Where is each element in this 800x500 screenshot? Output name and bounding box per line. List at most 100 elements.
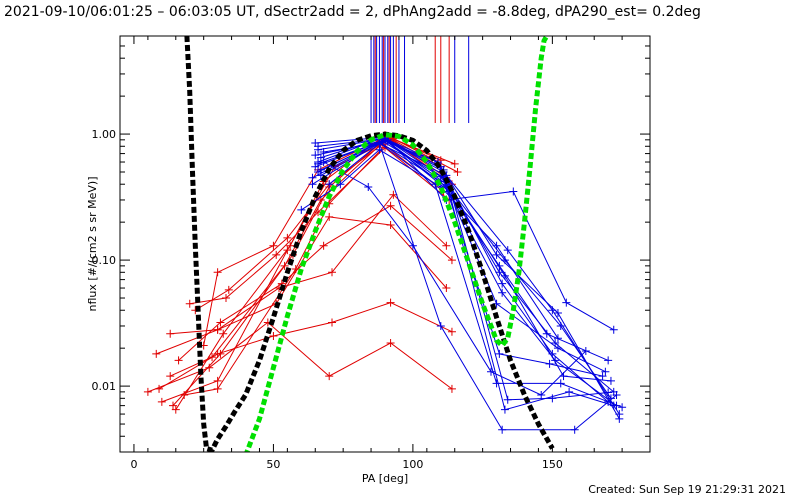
y-tick-label: 1.00 bbox=[92, 128, 117, 141]
red-point bbox=[171, 405, 180, 414]
blue-point bbox=[492, 250, 501, 259]
blue-point bbox=[498, 288, 507, 297]
blue-point bbox=[618, 403, 627, 412]
y-axis-label: nflux [#/(cm2 s sr MeV)] bbox=[86, 177, 99, 312]
x-tick-label: 150 bbox=[542, 458, 563, 471]
red-point bbox=[224, 285, 233, 294]
blue-point bbox=[375, 145, 384, 154]
blue-point bbox=[503, 395, 512, 404]
blue-series bbox=[311, 135, 615, 403]
blue-series-group bbox=[297, 133, 627, 434]
blue-point bbox=[319, 148, 328, 157]
green-model-curve bbox=[244, 36, 549, 452]
blue-point bbox=[297, 205, 306, 214]
red-point bbox=[325, 212, 334, 221]
black-curve-line bbox=[184, 36, 555, 452]
blue-point bbox=[598, 372, 607, 381]
blue-point bbox=[500, 271, 509, 280]
blue-series bbox=[314, 134, 607, 381]
red-point bbox=[442, 241, 451, 250]
top-tick-marks bbox=[370, 36, 470, 123]
red-point bbox=[157, 397, 166, 406]
red-series-line bbox=[170, 216, 447, 335]
blue-point bbox=[606, 376, 615, 385]
blue-point bbox=[314, 142, 323, 151]
red-series-line bbox=[158, 302, 453, 390]
green-curve-line bbox=[244, 36, 549, 452]
red-point bbox=[180, 391, 189, 400]
red-series bbox=[171, 131, 445, 414]
blue-point bbox=[542, 329, 551, 338]
blue-point bbox=[492, 241, 501, 250]
blue-point bbox=[548, 306, 557, 315]
blue-point bbox=[556, 379, 565, 388]
red-point bbox=[328, 318, 336, 327]
blue-point bbox=[604, 388, 613, 397]
red-point bbox=[143, 387, 152, 396]
red-point bbox=[280, 261, 289, 270]
blue-series-line bbox=[315, 136, 620, 420]
blue-series-line bbox=[315, 139, 614, 331]
created-timestamp: Created: Sun Sep 19 21:29:31 2021 bbox=[588, 483, 786, 496]
blue-point bbox=[553, 309, 562, 318]
blue-point bbox=[545, 359, 554, 368]
blue-point bbox=[316, 153, 325, 162]
blue-point bbox=[364, 183, 373, 192]
red-point bbox=[450, 159, 459, 168]
y-tick-label: 0.10 bbox=[92, 254, 117, 267]
red-point bbox=[213, 376, 222, 385]
blue-series-line bbox=[320, 138, 609, 403]
red-point bbox=[269, 331, 278, 340]
red-point bbox=[447, 256, 456, 265]
red-point bbox=[213, 384, 222, 393]
blue-series-line bbox=[320, 143, 609, 401]
blue-point bbox=[609, 401, 618, 410]
blue-point bbox=[604, 356, 613, 365]
blue-series-line bbox=[318, 138, 603, 377]
blue-point bbox=[336, 180, 345, 189]
plot-frame bbox=[119, 35, 651, 453]
blue-series bbox=[316, 139, 613, 404]
red-point bbox=[272, 250, 281, 259]
blue-point bbox=[495, 349, 504, 358]
blue-point bbox=[495, 261, 504, 270]
chart-title: 2021-09-10/06:01:25 – 06:03:05 UT, dSect… bbox=[4, 4, 701, 20]
red-point bbox=[328, 268, 336, 277]
blue-point bbox=[325, 180, 334, 189]
red-point bbox=[155, 384, 164, 393]
blue-series-line bbox=[328, 142, 617, 431]
blue-series-line bbox=[320, 139, 617, 407]
blue-point bbox=[615, 410, 624, 419]
red-point bbox=[386, 220, 395, 229]
axes-group: 0 50 100 150 0.01 0.10 1.00 bbox=[92, 35, 651, 471]
red-point bbox=[442, 284, 451, 293]
blue-point bbox=[498, 425, 507, 434]
red-point bbox=[219, 329, 228, 338]
blue-series bbox=[311, 133, 624, 423]
blue-point bbox=[308, 180, 317, 189]
blue-series-line bbox=[317, 138, 614, 411]
x-tick-label: 100 bbox=[402, 458, 423, 471]
blue-point bbox=[612, 391, 621, 400]
x-tick-label: 0 bbox=[130, 458, 137, 471]
red-point bbox=[319, 241, 328, 250]
blue-point bbox=[581, 346, 590, 355]
red-point bbox=[166, 372, 175, 381]
red-point bbox=[208, 353, 217, 362]
blue-point bbox=[553, 334, 562, 343]
red-series bbox=[169, 138, 448, 410]
blue-series bbox=[314, 137, 615, 385]
blue-series bbox=[314, 134, 618, 396]
red-point bbox=[283, 233, 292, 242]
red-point bbox=[166, 329, 175, 338]
blue-point bbox=[562, 298, 571, 307]
blue-point bbox=[551, 356, 560, 365]
red-point bbox=[386, 298, 395, 307]
red-point bbox=[213, 325, 222, 334]
blue-series bbox=[314, 135, 618, 414]
red-point bbox=[286, 241, 295, 250]
blue-point bbox=[314, 159, 323, 168]
red-point bbox=[453, 168, 462, 176]
red-point bbox=[185, 299, 194, 308]
